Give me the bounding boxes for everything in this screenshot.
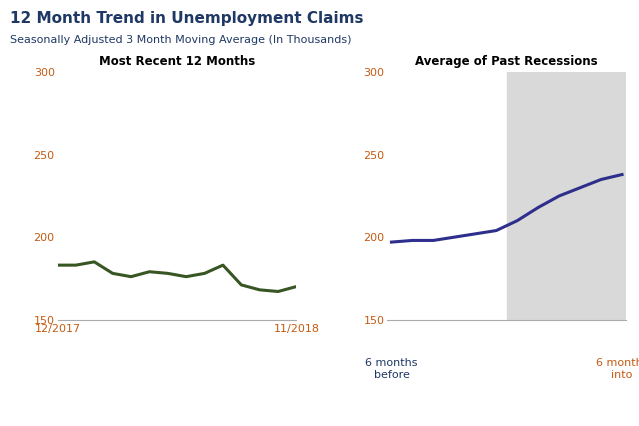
- Title: Most Recent 12 Months: Most Recent 12 Months: [99, 55, 255, 69]
- Title: Average of Past Recessions: Average of Past Recessions: [415, 55, 598, 69]
- Text: 12 Month Trend in Unemployment Claims: 12 Month Trend in Unemployment Claims: [10, 11, 363, 26]
- Text: Seasonally Adjusted 3 Month Moving Average (In Thousands): Seasonally Adjusted 3 Month Moving Avera…: [10, 35, 351, 45]
- Text: 6 months
before: 6 months before: [366, 358, 418, 380]
- Text: 6 months
into: 6 months into: [596, 358, 639, 380]
- Bar: [507, 72, 633, 320]
